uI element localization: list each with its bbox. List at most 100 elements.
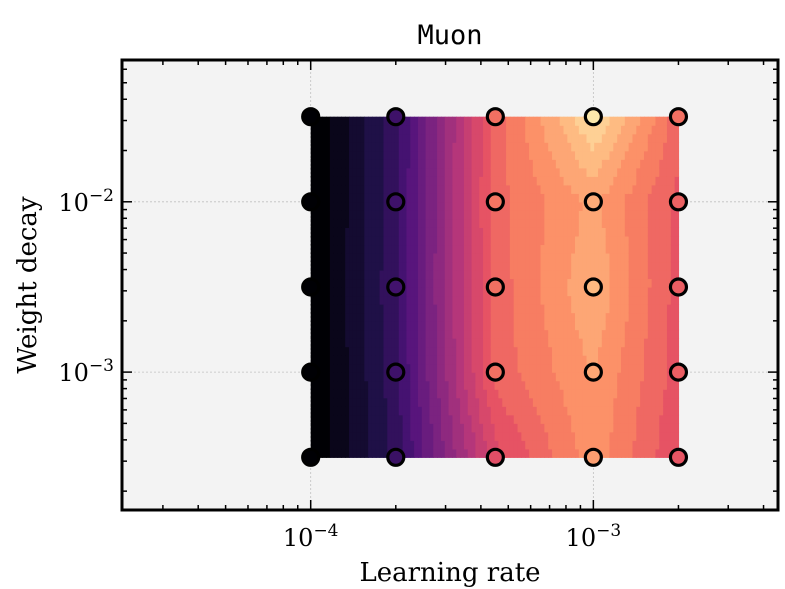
heat-cell [383,201,388,211]
heat-cell [429,286,434,297]
heat-cell [517,167,522,177]
heat-cell [352,440,358,450]
heat-cell [345,355,350,365]
heat-cell [506,346,511,356]
heat-cell [555,167,561,177]
heat-cell [628,338,634,348]
data-point-lr1-wd3 [386,192,406,212]
heat-cell [536,286,542,297]
heat-cell [421,244,427,254]
heat-cell [544,286,549,297]
heat-cell [663,321,668,331]
heat-cell [444,227,450,237]
heat-cell [628,252,634,263]
heat-cell [448,423,454,433]
heat-cell [333,312,339,322]
heat-cell [387,346,392,356]
heat-cell [414,252,419,263]
heat-cell [529,372,534,382]
heat-cell [452,193,457,203]
heat-cell [575,312,580,322]
heat-cell [368,372,373,382]
heat-cell [394,431,400,441]
heat-cell [345,397,350,407]
heat-cell [425,448,431,458]
heat-cell [609,389,614,399]
heat-cell [483,142,488,152]
heat-cell [613,184,618,194]
heat-cell [356,261,362,271]
heat-cell [341,252,346,263]
heat-cell [360,261,365,271]
heat-cell [525,346,530,356]
data-point-lr3-wd4 [583,107,603,127]
heat-cell [513,286,519,297]
heat-cell [651,244,657,254]
heat-cell [567,440,572,450]
heat-cell [414,363,419,373]
heat-cell [529,448,534,458]
heat-cell [628,406,634,416]
heat-cell [479,304,484,314]
heat-cell [502,210,507,220]
heat-cell [349,380,354,390]
heat-cell [322,116,327,126]
heat-cell [364,448,369,458]
heat-cell [398,133,404,143]
heat-cell [398,269,404,280]
heat-cell [364,380,369,390]
heat-cell [475,329,480,339]
heat-cell [483,278,488,288]
heat-cell [349,244,354,254]
heat-cell [521,125,526,135]
heat-cell [360,125,365,135]
heat-cell [651,261,657,271]
heat-cell [617,355,622,365]
heat-cell [605,150,611,160]
heat-cell [498,423,503,433]
heat-cell [666,363,672,373]
heat-cell [318,210,323,220]
heat-cell [536,338,542,348]
heat-cell [349,304,354,314]
heat-cell [394,227,400,237]
heat-cell [636,269,641,280]
heat-cell [318,218,323,228]
heat-cell [659,142,664,152]
heat-cell [433,414,438,424]
heat-cell [356,235,362,246]
heat-cell [448,184,454,194]
heat-cell [582,312,588,322]
heat-cell [471,397,477,407]
heat-cell [425,218,431,228]
heat-cell [582,167,588,177]
heat-cell [471,125,477,135]
heat-cell [509,363,515,373]
heat-cell [643,150,649,160]
heat-cell [586,321,591,331]
heat-cell [563,244,568,254]
heat-cell [383,423,388,433]
heat-cell [368,125,373,135]
heat-cell [555,329,561,339]
heat-cell [609,346,614,356]
heat-cell [552,423,557,433]
heat-cell [333,218,339,228]
heat-cell [659,193,664,203]
heat-cell [440,235,446,246]
heat-cell [544,312,549,322]
heat-cell [356,184,362,194]
heat-cell [670,312,676,322]
heat-cell [444,448,450,458]
heat-cell [632,150,637,160]
heat-cell [360,295,365,305]
heat-cell [617,252,622,263]
heat-cell [601,423,607,433]
heat-cell [632,116,637,126]
heat-cell [613,363,618,373]
heat-cell [517,252,522,263]
heat-cell [590,295,595,305]
heat-cell [333,116,339,126]
heat-cell [352,193,358,203]
heat-cell [529,210,534,220]
